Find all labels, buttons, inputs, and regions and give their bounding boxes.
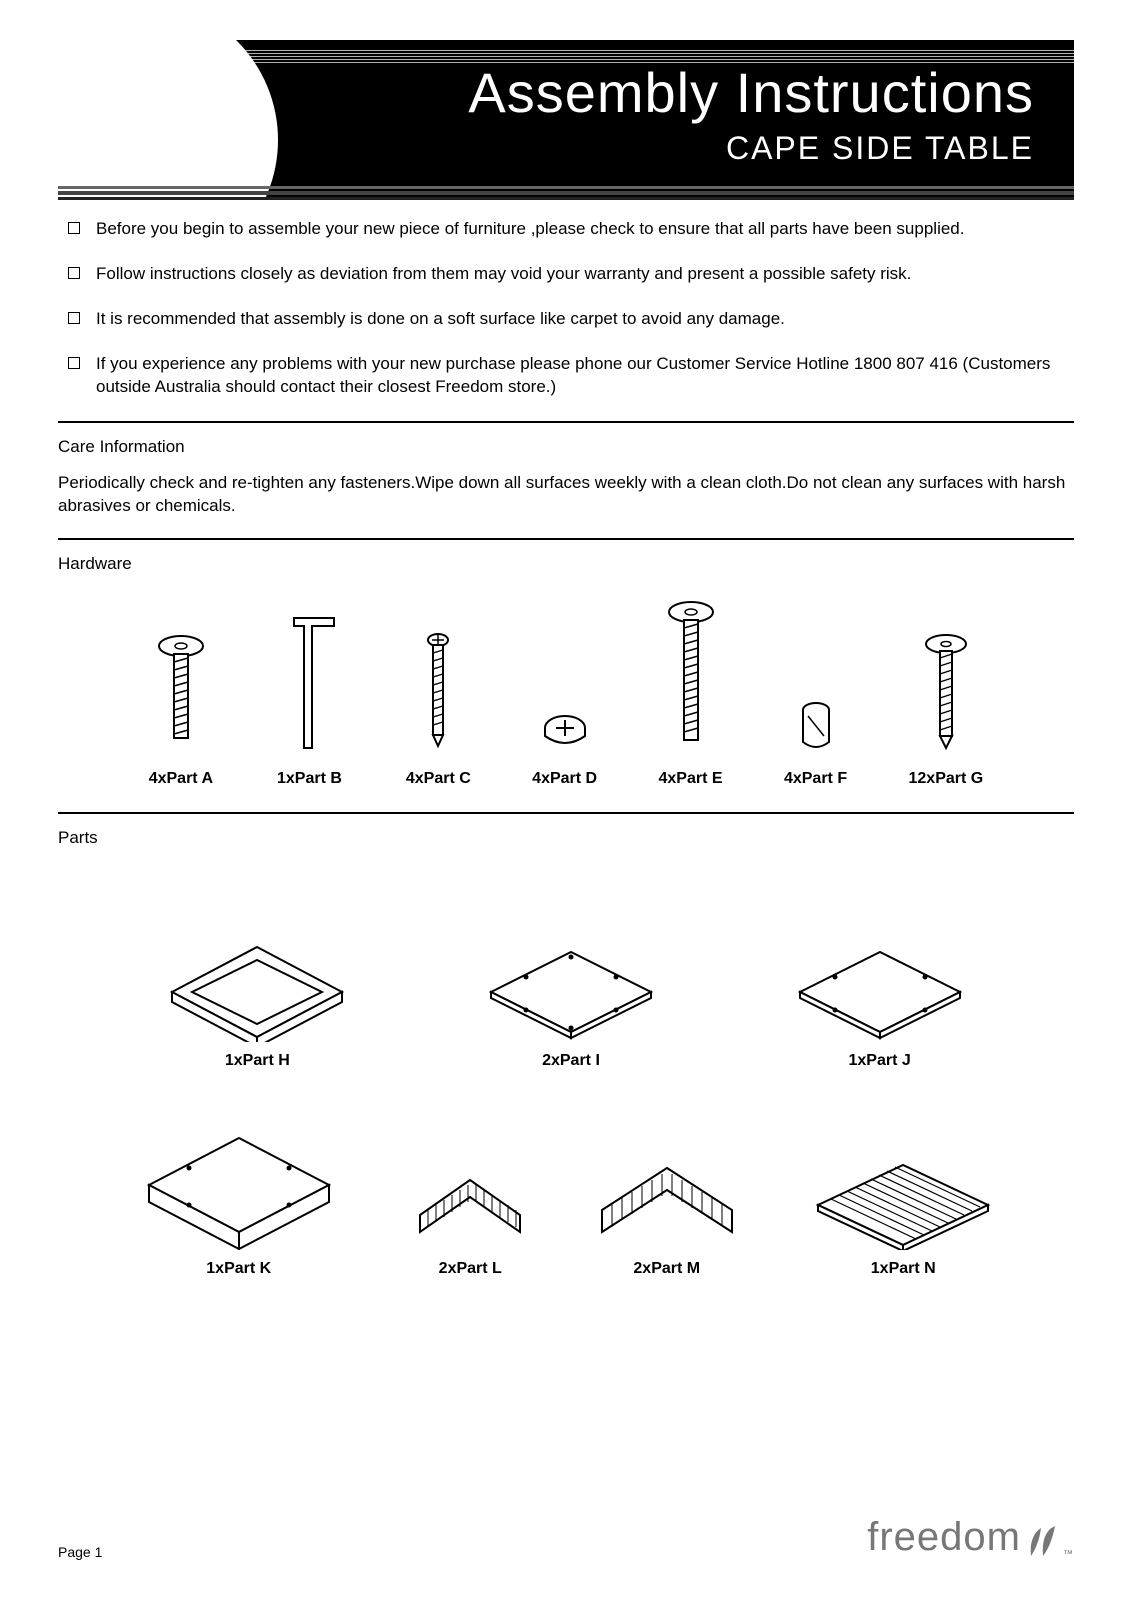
header-banner: Assembly Instructions CAPE SIDE TABLE [58,40,1074,200]
banner-subtitle: CAPE SIDE TABLE [726,130,1034,167]
banner-curve [58,40,278,200]
hardware-item-g: 12xPart G [909,628,984,788]
part-item-k: 1xPart K [129,1120,349,1278]
part-item-n: 1xPart N [803,1150,1003,1278]
hw-qty: 4x [149,770,167,787]
bolt-thin-icon [418,628,458,758]
part-qty: 1x [206,1260,224,1277]
part-item-h: 1xPart H [152,922,362,1070]
hardware-item-a: 4xPart A [149,628,213,788]
part-qty: 1x [871,1260,889,1277]
hw-label: Part C [424,770,471,787]
parts-row-2: 1xPart K 2xPart L [98,1120,1034,1278]
panel-thick-icon [129,1120,349,1250]
part-qty: 2x [633,1260,651,1277]
panel-flat-icon [471,932,671,1042]
hw-label: Part A [167,770,214,787]
part-item-i: 2xPart I [471,932,671,1070]
hardware-item-f: 4xPart F [784,698,847,788]
brand-logo: freedom ™ [867,1515,1074,1560]
care-text: Periodically check and re-tighten any fa… [58,471,1074,519]
slat-top-icon [803,1150,1003,1250]
part-label: Part N [889,1260,936,1277]
part-label: Part J [866,1052,910,1069]
screw-icon [921,628,971,758]
divider [58,421,1074,423]
hw-label: Part B [295,770,342,787]
hw-qty: 4x [659,770,677,787]
care-heading: Care Information [58,437,1074,457]
hardware-item-d: 4xPart D [532,708,597,788]
hardware-row: 4xPart A 1xPart B [58,588,1074,802]
hw-label: Part D [550,770,597,787]
note-item: If you experience any problems with your… [68,353,1074,399]
part-label: Part I [560,1052,600,1069]
divider [58,812,1074,814]
part-qty: 2x [439,1260,457,1277]
part-qty: 1x [225,1052,243,1069]
frame-top-icon [152,922,362,1042]
allen-key-icon [274,608,344,758]
hw-qty: 4x [532,770,550,787]
slat-side-large-icon [592,1150,742,1250]
hardware-item-e: 4xPart E [659,598,723,788]
page-number: Page 1 [58,1544,102,1560]
part-label: Part H [243,1052,290,1069]
hw-qty: 12x [909,770,936,787]
hardware-item-b: 1xPart B [274,608,344,788]
parts-heading: Parts [58,828,1074,848]
part-item-j: 1xPart J [780,932,980,1070]
hw-label: Part F [802,770,847,787]
cam-lock-icon [540,708,590,758]
brand-text: freedom [867,1515,1021,1560]
banner-bottom-stripes [58,186,1074,200]
dowel-icon [798,698,834,758]
note-item: It is recommended that assembly is done … [68,308,1074,331]
bolt-short-icon [156,628,206,758]
part-label: Part L [456,1260,501,1277]
part-item-l: 2xPart L [410,1160,530,1278]
hw-qty: 1x [277,770,295,787]
parts-area: 1xPart H 2xPart I [58,862,1074,1278]
notes-list: Before you begin to assemble your new pi… [58,218,1074,399]
slat-side-small-icon [410,1160,530,1250]
part-item-m: 2xPart M [592,1150,742,1278]
hw-qty: 4x [406,770,424,787]
part-label: Part K [224,1260,271,1277]
divider [58,538,1074,540]
hw-qty: 4x [784,770,802,787]
part-qty: 2x [542,1052,560,1069]
hw-label: Part G [935,770,983,787]
parts-row-1: 1xPart H 2xPart I [98,922,1034,1070]
part-label: Part M [651,1260,700,1277]
page-footer: Page 1 freedom ™ [58,1515,1074,1560]
brand-leaf-icon [1025,1522,1059,1560]
note-item: Follow instructions closely as deviation… [68,263,1074,286]
hardware-item-c: 4xPart C [406,628,471,788]
note-item: Before you begin to assemble your new pi… [68,218,1074,241]
banner-title: Assembly Instructions [468,60,1034,125]
bolt-long-icon [666,598,716,758]
panel-flat-icon [780,932,980,1042]
part-qty: 1x [849,1052,867,1069]
hardware-heading: Hardware [58,554,1074,574]
trademark: ™ [1063,1549,1074,1560]
hw-label: Part E [676,770,722,787]
